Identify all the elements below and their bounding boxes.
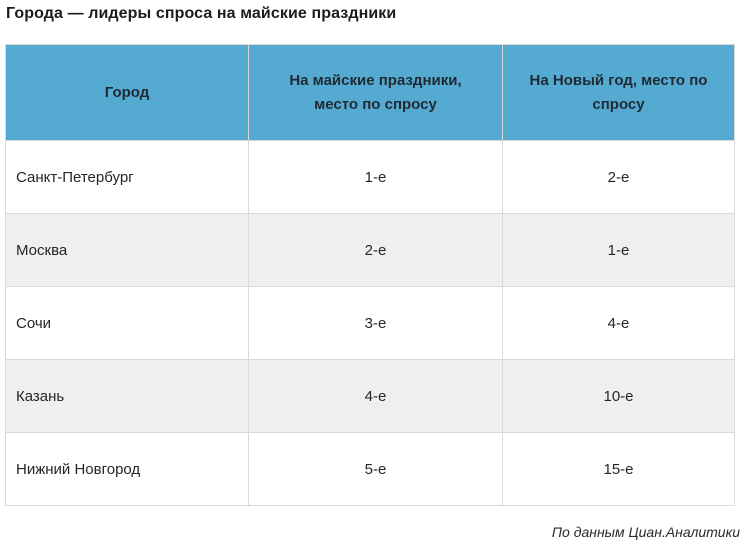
cell-new-year-rank: 2-е (502, 140, 735, 214)
cell-city: Санкт-Петербург (5, 140, 249, 214)
cell-may-rank: 1-е (248, 140, 503, 214)
table-row: Нижний Новгород 5-е 15-е (5, 432, 735, 506)
cell-city: Москва (5, 213, 249, 287)
column-header-may-holidays: На майские праздники, место по спросу (248, 44, 503, 141)
table-row: Казань 4-е 10-е (5, 359, 735, 433)
table-row: Сочи 3-е 4-е (5, 286, 735, 360)
cell-may-rank: 4-е (248, 359, 503, 433)
table-title: Города — лидеры спроса на майские праздн… (6, 5, 397, 22)
table-row: Москва 2-е 1-е (5, 213, 735, 287)
cell-may-rank: 2-е (248, 213, 503, 287)
table-row: Санкт-Петербург 1-е 2-е (5, 140, 735, 214)
cell-new-year-rank: 4-е (502, 286, 735, 360)
cell-new-year-rank: 10-е (502, 359, 735, 433)
cell-new-year-rank: 1-е (502, 213, 735, 287)
source-caption: По данным Циан.Аналитики (551, 524, 740, 540)
cell-may-rank: 5-е (248, 432, 503, 506)
column-header-new-year: На Новый год, место по спросу (502, 44, 735, 141)
cell-city: Казань (5, 359, 249, 433)
column-header-city: Город (5, 44, 249, 141)
cell-city: Нижний Новгород (5, 432, 249, 506)
table-header-row: Город На майские праздники, место по спр… (5, 44, 735, 141)
cell-new-year-rank: 15-е (502, 432, 735, 506)
cell-may-rank: 3-е (248, 286, 503, 360)
demand-ranking-table: Город На майские праздники, место по спр… (5, 44, 735, 506)
cell-city: Сочи (5, 286, 249, 360)
